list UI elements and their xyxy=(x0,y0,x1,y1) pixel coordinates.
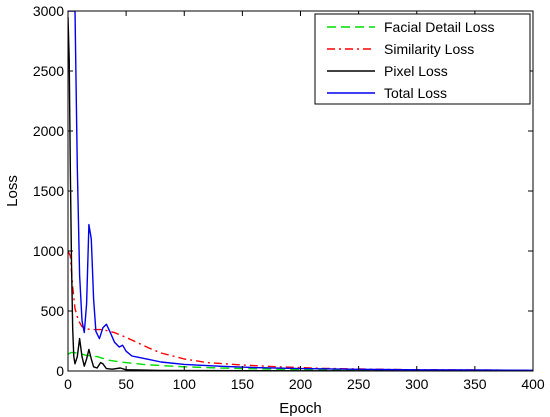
legend-box xyxy=(314,13,531,105)
legend-label: Similarity Loss xyxy=(384,41,474,57)
y-axis-title: Loss xyxy=(4,175,21,207)
y-tick-label: 2000 xyxy=(33,123,64,139)
legend-label: Total Loss xyxy=(384,85,447,101)
series-line-2 xyxy=(68,16,533,371)
y-tick-label: 500 xyxy=(41,303,65,319)
x-tick-label: 300 xyxy=(405,376,429,392)
series-line-1 xyxy=(68,250,533,371)
y-tick-label: 3000 xyxy=(33,3,64,19)
y-tick-label: 2500 xyxy=(33,63,64,79)
legend-label: Facial Detail Loss xyxy=(384,19,495,35)
legend-label: Pixel Loss xyxy=(384,63,448,79)
legend: Facial Detail Loss Similarity Loss Pixel L… xyxy=(314,13,531,105)
x-axis-title: Epoch xyxy=(279,400,322,417)
y-tick-label: 1000 xyxy=(33,243,64,259)
x-tick-label: 50 xyxy=(118,376,134,392)
series-line-0 xyxy=(68,351,533,371)
x-tick-label: 0 xyxy=(64,376,72,392)
y-tick-label: 0 xyxy=(56,363,64,379)
y-tick-label: 1500 xyxy=(33,183,64,199)
x-tick-label: 350 xyxy=(463,376,487,392)
x-tick-label: 150 xyxy=(231,376,255,392)
series-line-3 xyxy=(68,11,533,371)
x-tick-label: 400 xyxy=(521,376,545,392)
series-layer xyxy=(68,11,533,371)
x-tick-label: 200 xyxy=(289,376,313,392)
x-tick-label: 100 xyxy=(173,376,197,392)
x-tick-label: 250 xyxy=(347,376,371,392)
